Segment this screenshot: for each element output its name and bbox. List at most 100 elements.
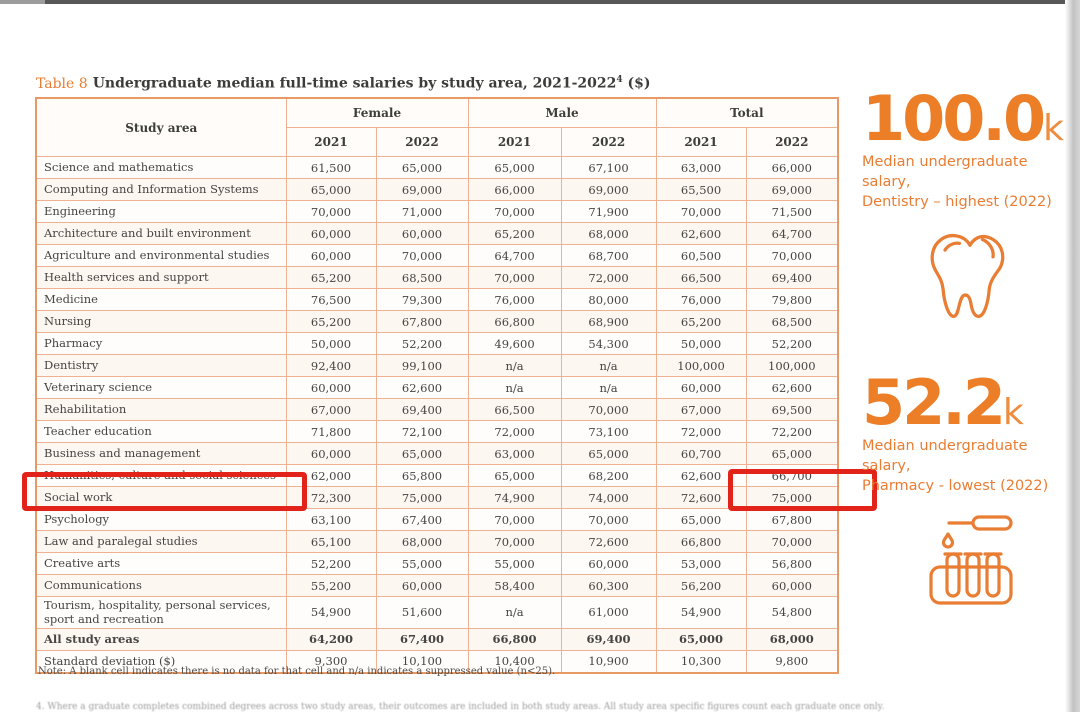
salary-cell: 66,800 bbox=[467, 627, 562, 651]
salary-cell: 100,000 bbox=[745, 354, 839, 377]
salary-cell: 55,000 bbox=[467, 552, 562, 575]
salary-cell: 60,000 bbox=[285, 222, 377, 245]
salary-cell: 71,900 bbox=[560, 200, 657, 223]
table-row: Rehabilitation 67,000 69,400 66,500 70,000 67… bbox=[35, 398, 839, 421]
salary-cell: 70,000 bbox=[560, 398, 657, 421]
salary-cell: 65,200 bbox=[467, 222, 562, 245]
column-header-year: 2021 bbox=[655, 127, 747, 157]
salary-cell: 62,600 bbox=[745, 376, 839, 399]
salary-cell: 65,500 bbox=[655, 178, 747, 201]
salary-cell: 63,100 bbox=[285, 508, 377, 531]
salary-cell: 61,500 bbox=[285, 156, 377, 179]
salary-cell: 69,000 bbox=[375, 178, 469, 201]
salary-cell: 67,000 bbox=[285, 398, 377, 421]
salary-cell: 65,000 bbox=[467, 156, 562, 179]
salary-cell: 56,200 bbox=[655, 574, 747, 597]
salary-cell: 99,100 bbox=[375, 354, 469, 377]
salary-cell: 62,600 bbox=[375, 376, 469, 399]
table-row: Creative arts 52,200 55,000 55,000 60,000 53,… bbox=[35, 552, 839, 575]
salary-cell: 74,000 bbox=[560, 486, 657, 509]
salary-cell: 61,000 bbox=[560, 596, 657, 629]
table-row: Architecture and built environment 60,000… bbox=[35, 222, 839, 245]
salary-cell: 67,800 bbox=[375, 310, 469, 333]
row-label: Standard deviation ($) bbox=[35, 649, 287, 674]
salary-cell: 63,000 bbox=[655, 156, 747, 179]
salary-cell: 49,600 bbox=[467, 332, 562, 355]
row-label: Science and mathematics bbox=[35, 156, 287, 179]
table-row: Communications 55,200 60,000 58,400 60,300 56… bbox=[35, 574, 839, 597]
column-header-year: 2022 bbox=[560, 127, 657, 157]
row-label: Medicine bbox=[35, 288, 287, 311]
salary-cell: 9,800 bbox=[745, 649, 839, 674]
stat-lowest: 52.2k Median undergraduate salary, Pharm… bbox=[862, 366, 1078, 616]
stat-highest-unit: k bbox=[1043, 108, 1064, 149]
table-row: Agriculture and environmental studies 60,… bbox=[35, 244, 839, 267]
highlight-box-75000 bbox=[728, 469, 877, 511]
salary-cell: 65,000 bbox=[745, 442, 839, 465]
salary-cell: 100,000 bbox=[655, 354, 747, 377]
salary-cell: 62,000 bbox=[285, 464, 377, 487]
row-label: Teacher education bbox=[35, 420, 287, 443]
salary-cell: 70,000 bbox=[285, 200, 377, 223]
column-group-male: Male bbox=[467, 97, 657, 128]
salary-cell: 65,200 bbox=[285, 266, 377, 289]
salary-cell: 65,800 bbox=[375, 464, 469, 487]
salary-cell: n/a bbox=[560, 376, 657, 399]
salary-cell: n/a bbox=[560, 354, 657, 377]
column-header-year: 2021 bbox=[285, 127, 377, 157]
row-label: All study areas bbox=[35, 627, 287, 651]
salary-cell: 68,700 bbox=[560, 244, 657, 267]
salary-cell: n/a bbox=[467, 596, 562, 629]
salary-cell: 60,000 bbox=[560, 552, 657, 575]
stat-lowest-value: 52.2k bbox=[862, 366, 1024, 440]
salary-cell: 65,000 bbox=[375, 156, 469, 179]
table-title: Table 8 Undergraduate median full-time sa… bbox=[36, 75, 651, 92]
salary-cell: 53,000 bbox=[655, 552, 747, 575]
salary-cell: 75,000 bbox=[745, 486, 839, 509]
salary-cell: 70,000 bbox=[655, 200, 747, 223]
salary-cell: 71,500 bbox=[745, 200, 839, 223]
salary-cell: 64,700 bbox=[745, 222, 839, 245]
salary-cell: 69,400 bbox=[375, 398, 469, 421]
table-row: Veterinary science 60,000 62,600 n/a n/a 60,0… bbox=[35, 376, 839, 399]
salary-table: Study area Female Male Total 2021 2022 2… bbox=[35, 97, 840, 674]
highlight-box-social-work bbox=[22, 472, 307, 511]
table-title-text: Undergraduate median full-time salaries … bbox=[92, 75, 617, 92]
row-label: Rehabilitation bbox=[35, 398, 287, 421]
salary-cell: 67,100 bbox=[560, 156, 657, 179]
row-label: Pharmacy bbox=[35, 332, 287, 355]
table-row: All study areas 64,200 67,400 66,800 69,400 6… bbox=[35, 627, 839, 651]
salary-cell: 69,000 bbox=[745, 178, 839, 201]
row-label: Health services and support bbox=[35, 266, 287, 289]
page-right-edge bbox=[1065, 0, 1080, 712]
salary-cell: 58,400 bbox=[467, 574, 562, 597]
salary-cell: 70,000 bbox=[467, 508, 562, 531]
row-label: Engineering bbox=[35, 200, 287, 223]
salary-cell: 60,000 bbox=[375, 222, 469, 245]
table-row: Health services and support 65,200 68,500 7… bbox=[35, 266, 839, 289]
row-label: Tourism, hospitality, personal services,… bbox=[35, 596, 287, 629]
stat-highest-label: Median undergraduate salary, Dentistry –… bbox=[862, 154, 1052, 211]
salary-cell: 92,400 bbox=[285, 354, 377, 377]
salary-cell: 60,000 bbox=[745, 574, 839, 597]
salary-cell: 60,300 bbox=[560, 574, 657, 597]
table-row: Law and paralegal studies 65,100 68,000 70,… bbox=[35, 530, 839, 553]
stats-sidebar: 100.0k Median undergraduate salary, Dent… bbox=[862, 88, 1078, 616]
salary-cell: 76,500 bbox=[285, 288, 377, 311]
salary-cell: 65,000 bbox=[375, 442, 469, 465]
salary-cell: 72,100 bbox=[375, 420, 469, 443]
salary-cell: 70,000 bbox=[467, 266, 562, 289]
salary-cell: 55,000 bbox=[375, 552, 469, 575]
salary-cell: 54,900 bbox=[285, 596, 377, 629]
salary-cell: n/a bbox=[467, 376, 562, 399]
table-body: Science and mathematics 61,500 65,000 65,00… bbox=[35, 156, 839, 674]
column-header-year: 2021 bbox=[467, 127, 562, 157]
salary-cell: 70,000 bbox=[745, 244, 839, 267]
salary-cell: 52,200 bbox=[375, 332, 469, 355]
salary-cell: 52,200 bbox=[745, 332, 839, 355]
salary-cell: 71,800 bbox=[285, 420, 377, 443]
salary-cell: 65,000 bbox=[285, 178, 377, 201]
salary-cell: 51,600 bbox=[375, 596, 469, 629]
salary-cell: 54,300 bbox=[560, 332, 657, 355]
salary-cell: 72,000 bbox=[655, 420, 747, 443]
